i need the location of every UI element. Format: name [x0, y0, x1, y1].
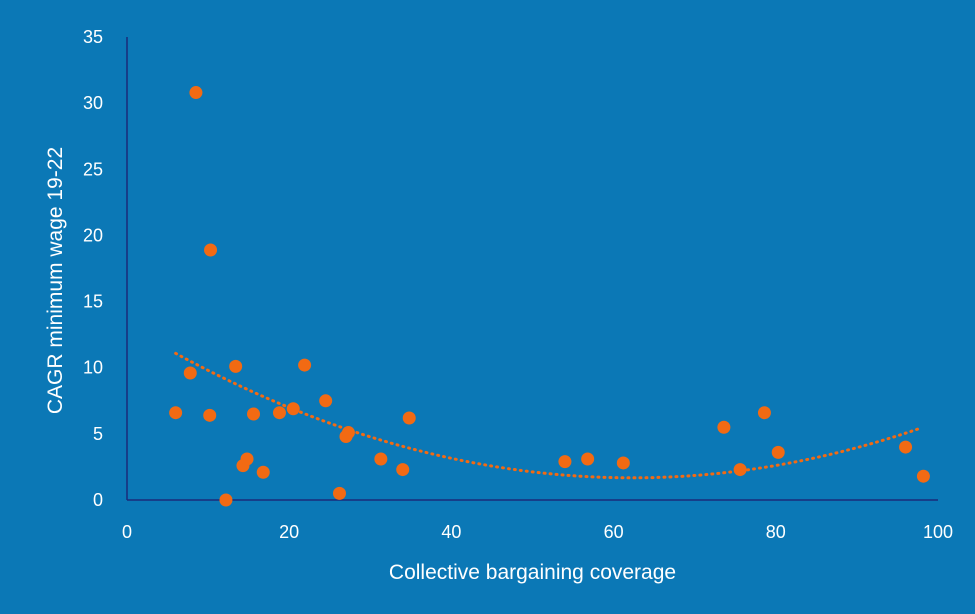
- data-point: [204, 243, 218, 257]
- x-tick-label: 20: [279, 522, 299, 542]
- x-tick-label: 0: [122, 522, 132, 542]
- data-point: [717, 420, 731, 434]
- data-point: [219, 493, 233, 507]
- y-axis-title: CAGR minimum wage 19-22: [44, 147, 67, 414]
- x-tick-label: 40: [441, 522, 461, 542]
- data-point: [396, 463, 410, 477]
- y-tick-label: 20: [83, 225, 103, 245]
- data-point: [183, 366, 197, 380]
- y-tick-label: 35: [83, 27, 103, 47]
- x-axis-title: Collective bargaining coverage: [389, 561, 676, 584]
- data-point: [229, 359, 243, 373]
- data-point: [733, 463, 747, 477]
- x-tick-label: 100: [923, 522, 953, 542]
- data-point: [286, 402, 300, 416]
- data-point: [402, 411, 416, 425]
- data-point: [256, 465, 270, 479]
- data-point: [581, 452, 595, 466]
- data-point: [169, 406, 183, 420]
- data-point: [757, 406, 771, 420]
- y-tick-label: 15: [83, 292, 103, 312]
- y-tick-label: 25: [83, 159, 103, 179]
- data-points: [169, 86, 930, 507]
- data-point: [298, 358, 312, 372]
- data-point: [332, 486, 346, 500]
- y-axis-ticks: 0 5 10 15 20 25 30 35: [83, 27, 103, 510]
- data-point: [203, 408, 217, 422]
- data-point: [272, 406, 286, 420]
- y-tick-label: 0: [93, 490, 103, 510]
- data-point: [189, 86, 203, 100]
- y-tick-label: 30: [83, 93, 103, 113]
- data-point: [899, 440, 913, 454]
- x-tick-label: 80: [766, 522, 786, 542]
- data-point: [247, 407, 261, 421]
- trendline: [174, 351, 924, 480]
- data-point: [616, 456, 630, 470]
- y-tick-label: 5: [93, 424, 103, 444]
- data-point: [374, 452, 388, 466]
- data-point: [319, 394, 333, 408]
- data-point: [771, 445, 785, 459]
- x-tick-label: 60: [604, 522, 624, 542]
- data-point: [558, 455, 572, 469]
- x-axis-ticks: 0 20 40 60 80 100: [122, 522, 953, 542]
- data-point: [916, 469, 930, 483]
- data-point: [240, 452, 254, 466]
- data-point: [341, 426, 355, 440]
- y-tick-label: 10: [83, 358, 103, 378]
